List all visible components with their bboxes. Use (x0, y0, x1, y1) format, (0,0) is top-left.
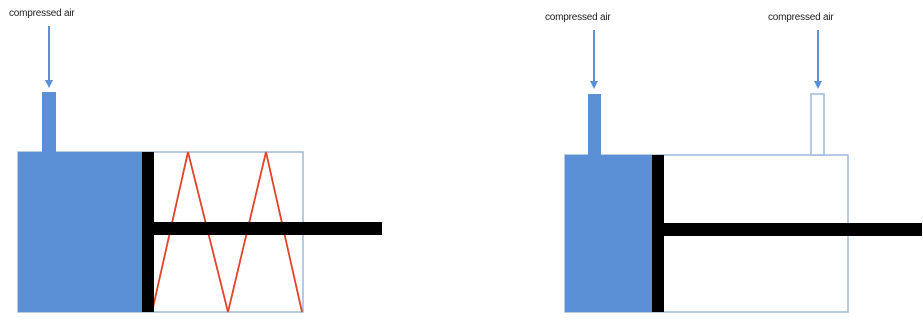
single-acting-cylinder (17, 26, 382, 313)
single-acting-piston (142, 152, 154, 312)
double-acting-right-inlet-label: compressed air (768, 12, 834, 23)
double-acting-left-inlet-port (588, 94, 601, 155)
single-acting-inlet-label: compressed air (9, 8, 75, 19)
double-acting-piston-rod (664, 223, 922, 236)
double-acting-air-chamber (565, 155, 652, 312)
double-acting-piston (652, 155, 664, 312)
single-acting-return-spring (151, 151, 303, 313)
single-acting-air-chamber (18, 152, 142, 312)
double-acting-cylinder (564, 30, 922, 313)
double-acting-left-inlet-label: compressed air (545, 12, 611, 23)
double-acting-right-inlet-port (810, 93, 825, 156)
single-acting-piston-rod (154, 222, 382, 235)
single-acting-inlet-port (42, 92, 56, 152)
